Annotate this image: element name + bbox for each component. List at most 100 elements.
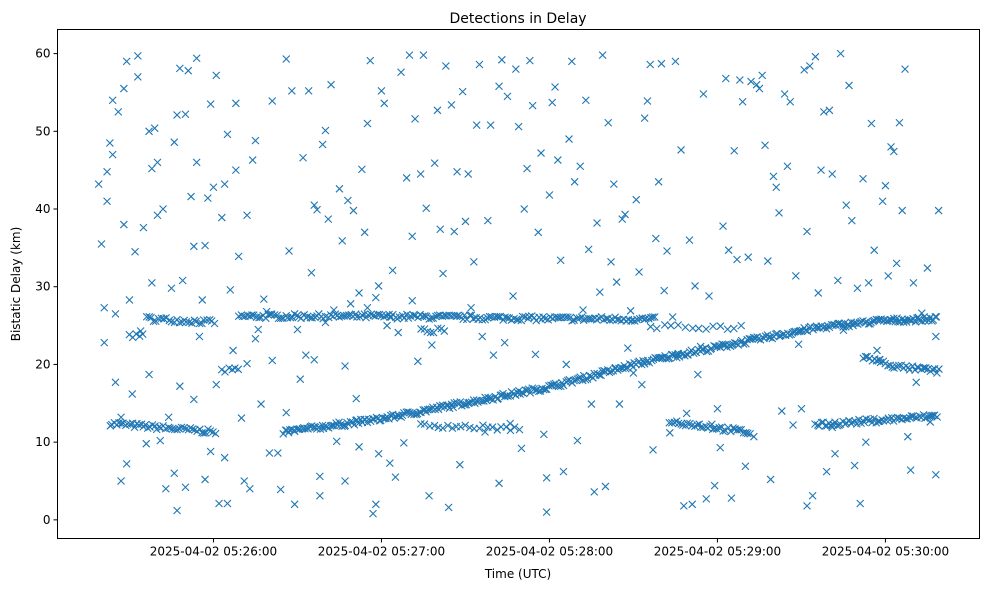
data-point: [226, 285, 235, 294]
data-point: [685, 236, 694, 244]
data-point: [666, 321, 675, 330]
data-point: [716, 443, 725, 452]
data-point: [436, 225, 445, 234]
data-point: [657, 59, 666, 68]
data-point: [259, 295, 268, 304]
data-point: [338, 236, 347, 245]
data-point: [887, 142, 895, 151]
data-point: [724, 246, 733, 255]
data-point: [726, 427, 735, 436]
data-point: [139, 223, 148, 232]
data-point: [547, 381, 555, 390]
data-point: [845, 417, 853, 426]
data-point: [678, 421, 687, 429]
data-point: [573, 314, 582, 323]
x-tick-label: 2025-04-02 05:26:00: [150, 545, 277, 559]
data-point: [472, 121, 481, 129]
data-point: [679, 501, 688, 510]
data-point: [593, 369, 602, 378]
data-point: [479, 421, 487, 430]
data-point: [777, 407, 786, 415]
x-tick-label: 2025-04-02 05:30:00: [822, 545, 949, 559]
data-point: [366, 56, 375, 65]
data-point: [791, 271, 800, 280]
data-point: [199, 316, 208, 324]
data-point: [548, 98, 557, 107]
data-point: [201, 241, 209, 250]
data-point: [590, 487, 599, 496]
data-point: [452, 312, 461, 321]
data-point: [648, 313, 657, 322]
data-point: [783, 162, 792, 171]
data-point: [690, 422, 699, 431]
data-point: [747, 77, 755, 86]
data-point: [243, 211, 251, 220]
data-point: [206, 447, 215, 456]
data-point: [145, 127, 153, 136]
data-point: [177, 423, 186, 432]
data-point: [542, 473, 551, 482]
data-point: [729, 324, 738, 333]
data-point: [198, 428, 206, 437]
data-point: [455, 460, 464, 469]
data-point: [509, 292, 517, 300]
data-point: [755, 84, 764, 93]
data-point: [738, 97, 747, 106]
data-point: [147, 164, 156, 173]
data-point: [811, 420, 819, 428]
data-point: [873, 346, 881, 355]
data-point: [497, 55, 506, 64]
data-point: [578, 376, 587, 385]
data-point: [135, 421, 143, 430]
data-point: [422, 204, 431, 213]
data-point: [899, 318, 908, 327]
data-point: [245, 484, 254, 493]
data-point: [494, 312, 503, 321]
data-point: [814, 289, 823, 297]
data-point: [545, 191, 554, 199]
data-point: [553, 156, 562, 164]
data-point: [201, 475, 209, 484]
data-point: [326, 422, 335, 430]
data-point: [903, 432, 912, 441]
data-point: [839, 326, 848, 335]
data-point: [506, 426, 515, 435]
y-tick-label: 40: [35, 202, 50, 216]
data-point: [836, 49, 845, 58]
data-point: [801, 326, 810, 335]
data-point: [229, 346, 237, 355]
data-point: [341, 477, 349, 485]
data-point: [408, 296, 417, 305]
data-point: [117, 419, 126, 428]
data-point: [644, 314, 653, 323]
data-point: [856, 499, 865, 508]
data-point: [321, 126, 330, 135]
data-point: [350, 420, 359, 429]
data-point: [296, 375, 305, 384]
data-point: [371, 293, 380, 302]
data-point: [674, 349, 683, 358]
data-point: [293, 325, 302, 334]
data-point: [111, 310, 120, 318]
data-point: [430, 159, 439, 168]
data-point: [397, 68, 405, 77]
data-point: [223, 499, 232, 508]
data-point: [475, 60, 484, 69]
data-point: [175, 318, 184, 327]
data-point: [556, 256, 565, 265]
data-point: [702, 325, 710, 334]
data-point: [928, 411, 937, 420]
data-point: [341, 362, 349, 370]
data-point: [870, 246, 879, 255]
data-point: [150, 124, 159, 133]
data-point: [737, 321, 746, 330]
data-point: [696, 342, 705, 351]
data-point: [635, 268, 643, 276]
data-point: [879, 416, 888, 425]
data-point: [483, 216, 492, 225]
data-point: [419, 51, 428, 60]
data-point: [870, 414, 878, 423]
data-point: [780, 90, 789, 98]
data-point: [688, 500, 697, 509]
data-point: [315, 491, 324, 500]
